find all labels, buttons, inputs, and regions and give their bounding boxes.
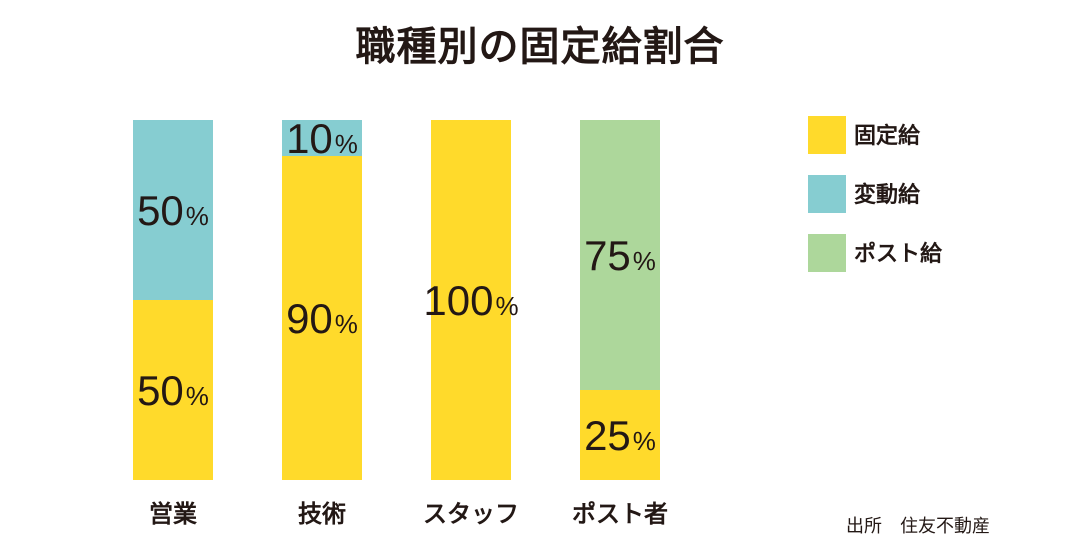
bar-segment — [133, 300, 213, 480]
data-label: 50% — [137, 187, 209, 234]
segment-labels-group: 50% 50% 90% 10% 100% 25% 75% — [137, 115, 656, 459]
bar-segment — [431, 120, 511, 480]
bar-segment — [580, 390, 660, 480]
category-label: スタッフ — [423, 500, 519, 528]
bar-segment — [133, 120, 213, 300]
category-labels-group: 営業 技術 スタッフ ポスト者 — [149, 500, 668, 528]
category-label: 営業 — [149, 500, 197, 528]
data-label: 50% — [137, 367, 209, 414]
legend-swatch — [808, 116, 846, 154]
legend-swatch — [808, 175, 846, 213]
data-label: 25% — [584, 412, 656, 459]
bar-segment — [282, 156, 362, 480]
chart-title: 職種別の固定給割合 — [355, 24, 725, 70]
bar-segment — [282, 120, 362, 156]
data-label: 10% — [286, 115, 358, 162]
data-label: 90% — [286, 295, 358, 342]
category-label: 技術 — [298, 500, 346, 528]
bars-group — [133, 120, 660, 480]
category-label: ポスト者 — [572, 500, 668, 528]
legend-swatch — [808, 234, 846, 272]
source-note: 出所 住友不動産 — [846, 516, 990, 537]
legend-label: ポスト給 — [854, 241, 943, 267]
data-label: 75% — [584, 232, 656, 279]
bar-segment — [580, 120, 660, 390]
legend-label: 変動給 — [854, 182, 921, 208]
data-label: 100% — [423, 277, 518, 324]
legend-label: 固定給 — [854, 123, 921, 149]
